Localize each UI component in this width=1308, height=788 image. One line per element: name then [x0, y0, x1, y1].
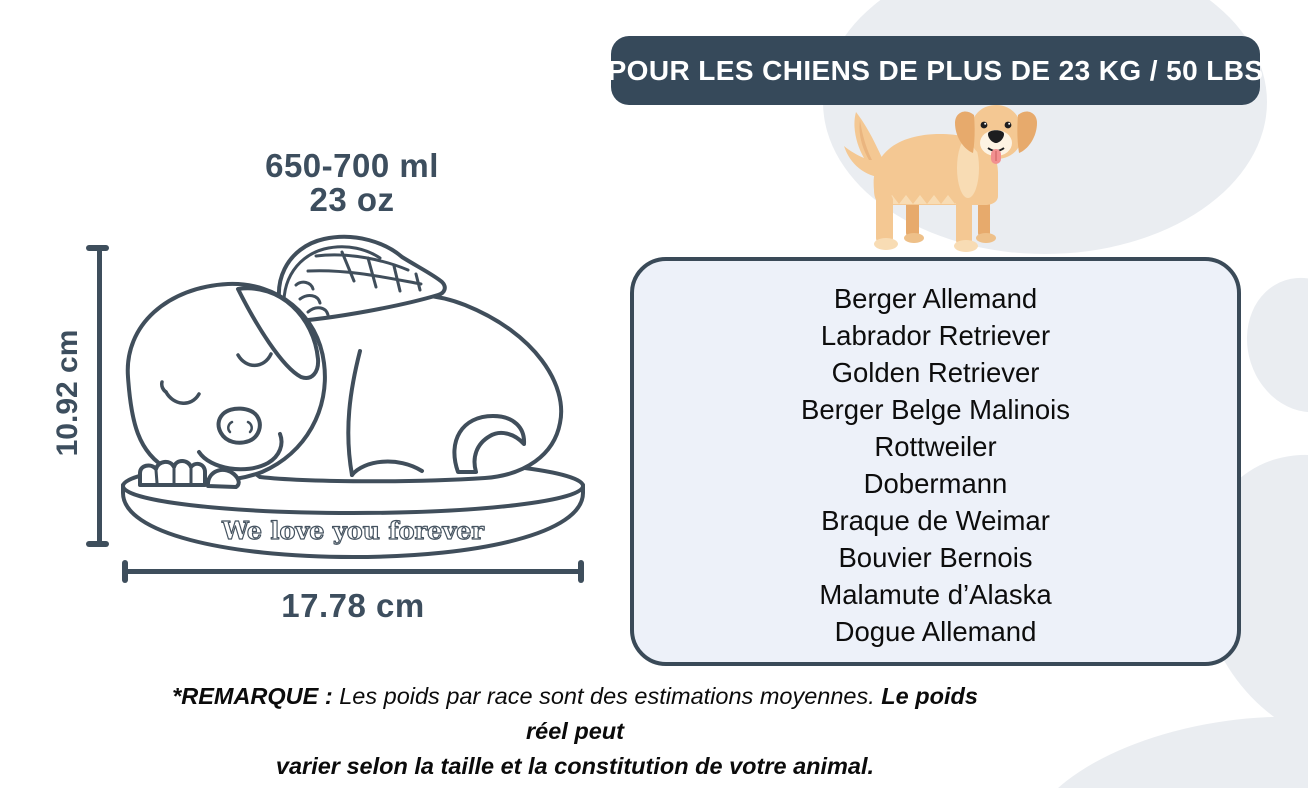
height-cap-bottom: [86, 541, 109, 547]
breed-item: Braque de Weimar: [821, 505, 1050, 536]
note: *REMARQUE : Les poids par race sont des …: [150, 679, 1000, 784]
breed-item: Dogue Allemand: [834, 616, 1037, 647]
dog-paws: [138, 459, 241, 489]
retriever-near-front-leg: [956, 194, 972, 246]
dog-ear: [236, 286, 321, 380]
breed-item: Golden Retriever: [831, 357, 1040, 388]
angel-wing: [276, 234, 447, 324]
width-line: [124, 569, 582, 574]
dog-hind-leg-line: [346, 349, 362, 477]
retriever-near-hind-leg: [876, 194, 893, 244]
golden-retriever-illustration: [844, 105, 1037, 252]
retriever-near-front-paw: [954, 240, 978, 252]
height-line: [97, 248, 102, 544]
breed-item: Bouvier Bernois: [838, 542, 1033, 573]
dog-urn-line-drawing: We love you forever: [121, 234, 585, 559]
width-cap-left: [122, 560, 128, 583]
note-prefix: *REMARQUE :: [172, 683, 333, 709]
width-cap-right: [578, 560, 584, 583]
retriever-chest-ruff: [957, 138, 979, 198]
breeds-list-box: Berger Allemand Labrador Retriever Golden …: [630, 257, 1241, 666]
dog-nose: [216, 406, 262, 445]
weight-badge: POUR LES CHIENS DE PLUS DE 23 KG / 50 LB…: [608, 36, 1263, 105]
breed-item: Labrador Retriever: [820, 320, 1051, 351]
height-cap-top: [86, 245, 109, 251]
retriever-nose: [988, 130, 1004, 143]
note-line-2: varier selon la taille et la constitutio…: [275, 753, 875, 779]
paw-toe-middle: [1199, 454, 1308, 746]
breed-item: Berger Belge Malinois: [800, 394, 1071, 425]
note-normal: Les poids par race sont des estimations …: [332, 683, 882, 709]
retriever-left-eye: [980, 121, 988, 129]
dog-eyes: [160, 352, 273, 405]
breed-item: Malamute d’Alaska: [819, 579, 1052, 610]
paw-pad-bottom: [1026, 716, 1308, 788]
paw-toe-upper: [1246, 277, 1308, 413]
retriever-far-hind-paw: [904, 233, 924, 243]
engraving-text: We love you forever: [221, 516, 484, 545]
retriever-head: [955, 105, 1037, 164]
breed-item: Berger Allemand: [833, 283, 1038, 314]
width-label: 17.78 cm: [281, 587, 425, 624]
retriever-far-front-paw: [976, 233, 996, 243]
retriever-left-ear: [955, 111, 975, 153]
height-label: 10.92 cm: [51, 329, 84, 457]
retriever-near-hind-paw: [874, 238, 898, 250]
breed-item: Dobermann: [863, 468, 1008, 499]
retriever-right-eye: [1004, 121, 1012, 129]
retriever-right-ear: [1017, 111, 1037, 153]
dog-tail: [452, 414, 527, 474]
capacity-label: 650-700 ml 23 oz: [182, 149, 522, 217]
capacity-ml: 650-700 ml: [265, 147, 439, 184]
retriever-belly-fluff: [886, 195, 969, 204]
note-line-1: *REMARQUE : Les poids par race sont des …: [150, 679, 1000, 749]
dog-front-leg-line: [350, 459, 424, 477]
breed-item: Rottweiler: [874, 431, 997, 462]
weight-badge-label: POUR LES CHIENS DE PLUS DE 23 KG / 50 LB…: [607, 54, 1264, 86]
capacity-oz: 23 oz: [309, 181, 395, 218]
dog-muzzle-line: [197, 432, 284, 472]
retriever-tail: [844, 112, 886, 178]
note-bold-1: Le poids réel peut: [526, 683, 978, 744]
